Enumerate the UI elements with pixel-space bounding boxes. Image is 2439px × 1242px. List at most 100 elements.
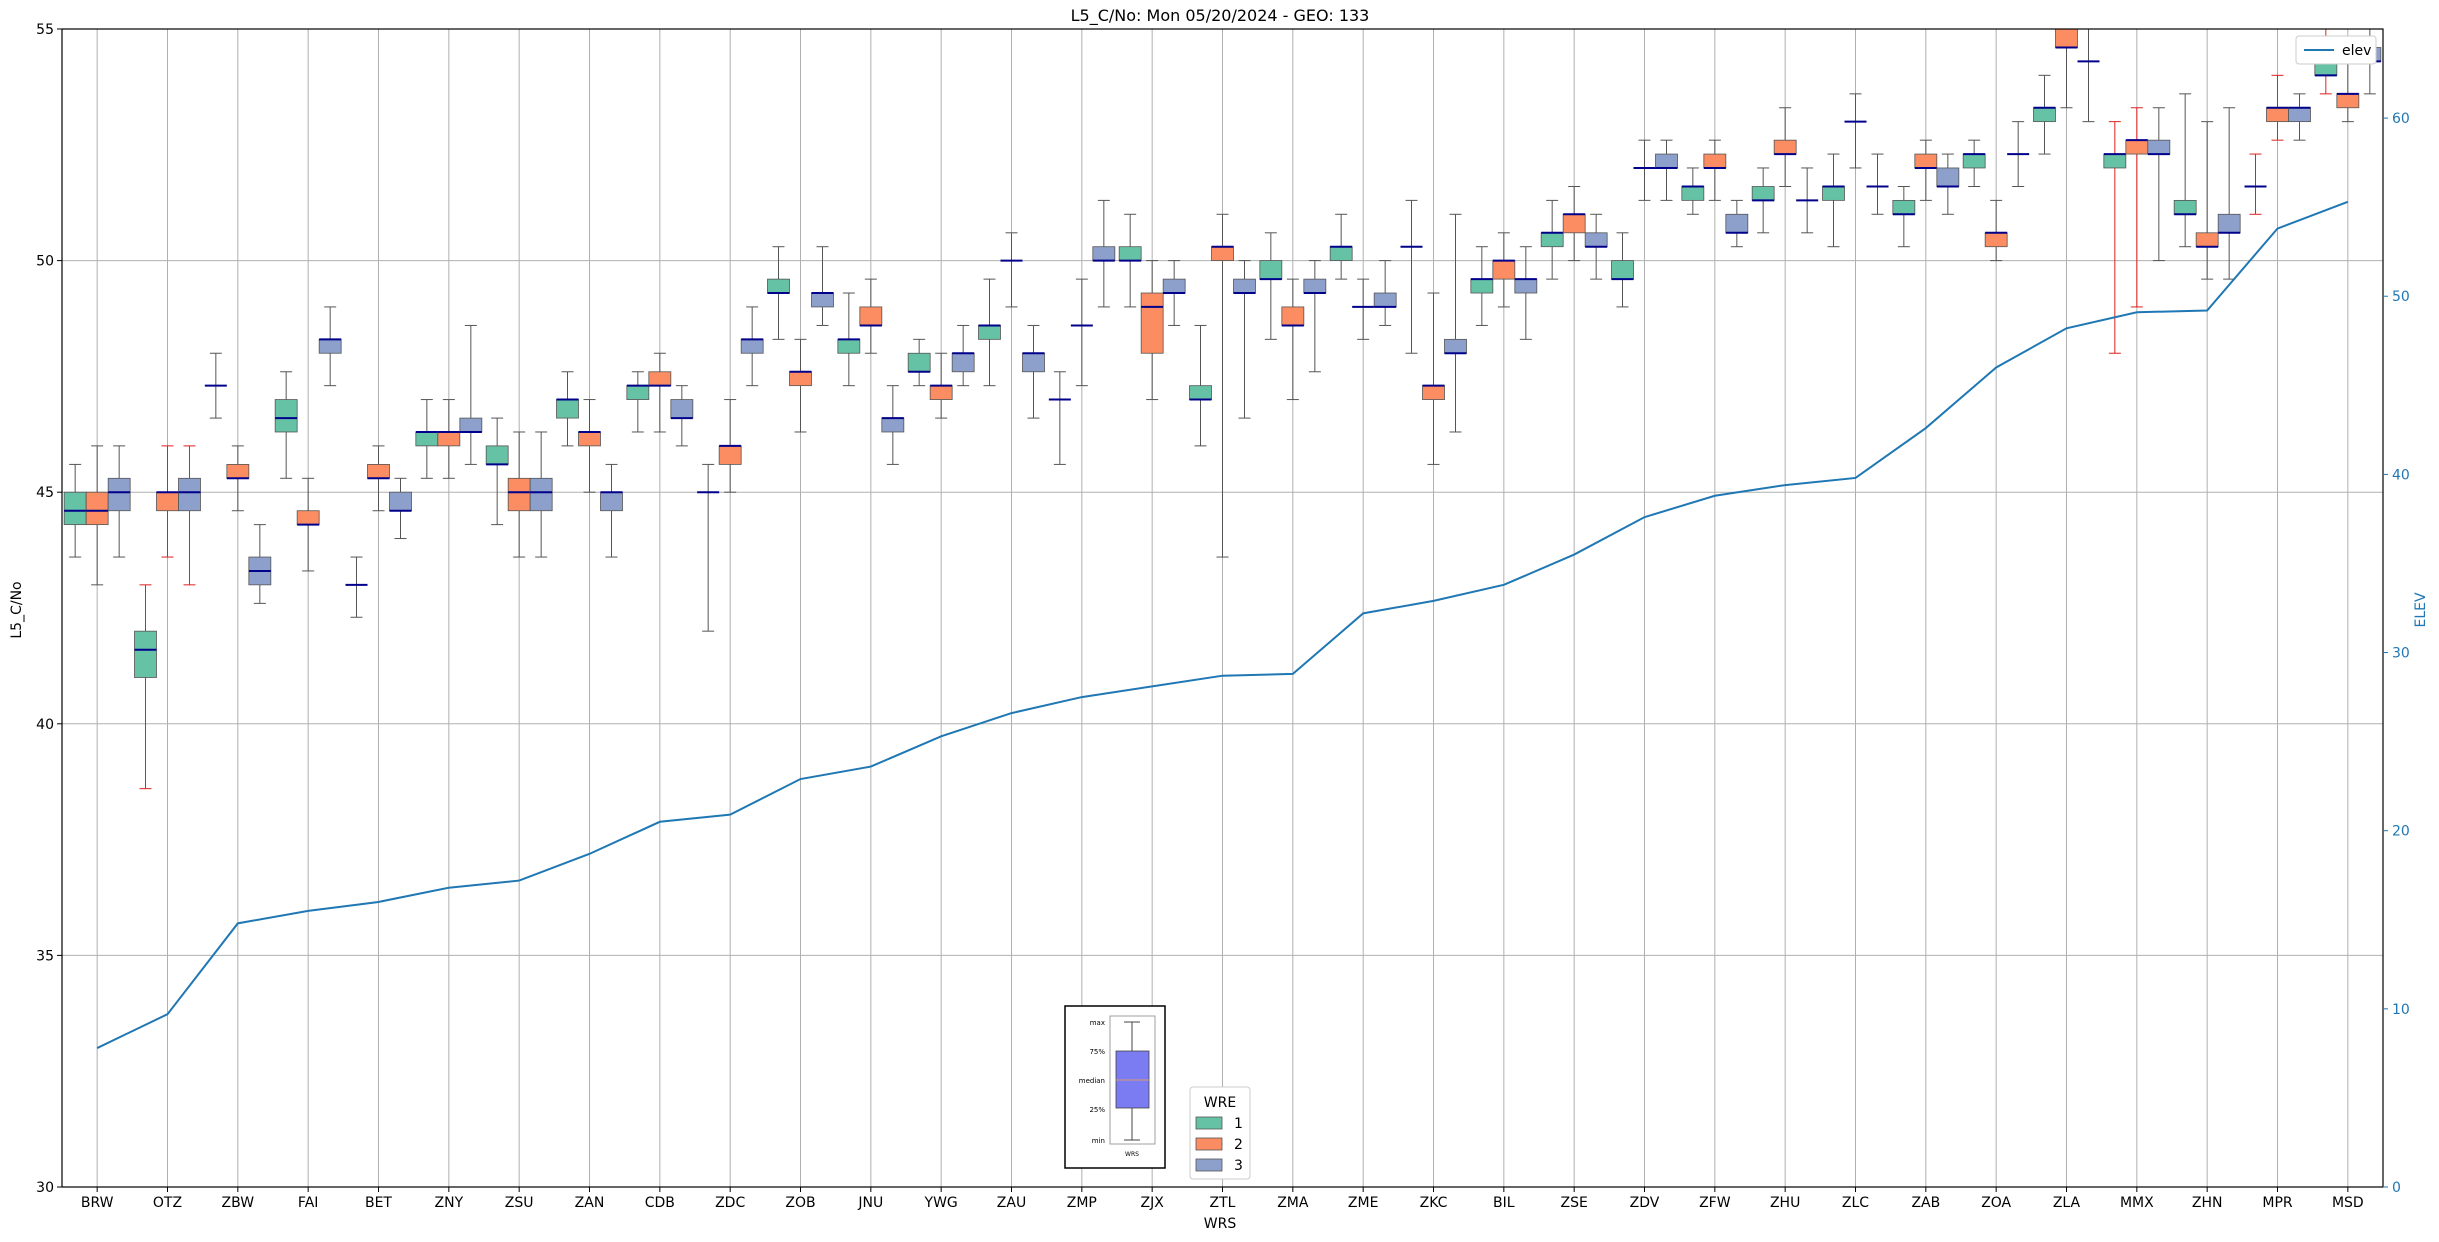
box-key-label-q3: 75% [1089,1048,1105,1056]
x-tick-label: ZAB [1911,1195,1940,1211]
wre-legend-swatch-3 [1195,1158,1223,1172]
box-wre-2 [1562,213,1586,234]
elev-line [96,200,2349,1049]
x-tick-label: ZFW [1699,1195,1731,1211]
x-tick-label: MMX [2120,1195,2154,1211]
y-right-tick-label: 30 [2392,646,2410,662]
y-tick-label: 40 [36,717,54,733]
wre-legend-swatch-1 [1195,1116,1223,1130]
box-wre-2 [1140,292,1164,354]
box-wre-2 [2336,93,2360,109]
x-tick-label: ZLA [2053,1195,2081,1211]
x-tick-label: BRW [81,1195,114,1211]
y-tick-label: 35 [36,948,54,964]
box-wre-2 [367,464,390,479]
box-wre-2 [156,491,179,512]
box-wre-2 [859,306,883,326]
box-wre-1 [907,352,931,373]
elev-legend-frame [2295,35,2377,65]
box-wre-1 [626,385,650,400]
box-wre-3 [951,352,975,373]
x-tick-label: ZHN [2192,1195,2223,1211]
y-right-tick-label: 50 [2392,289,2410,305]
chart-title: L5_C/No: Mon 05/20/2024 - GEO: 133 [1071,6,1370,26]
box-key-label-min: min [1092,1137,1105,1145]
box-wre-3 [600,491,623,512]
box-key-label-median: median [1079,1077,1105,1085]
box-wre-3 [740,338,764,354]
box-wre-3 [2217,213,2241,234]
box-key-label-max: max [1090,1019,1105,1027]
box-wre-3 [107,477,131,512]
box-wre-1 [63,491,87,526]
box-wre-2 [1211,246,1234,261]
x-tick-label: ZAU [997,1195,1026,1211]
x-tick-label: ZNY [435,1195,464,1211]
x-tick-label: BET [365,1195,392,1211]
box-key-xlabel: WRS [1125,1151,1139,1158]
box-wre-1 [1681,186,1705,201]
box-key-inner-frame [1109,1015,1156,1145]
box-wre-1 [1259,260,1283,280]
box-wre-3 [1022,352,1045,373]
box-wre-1 [274,399,298,433]
box-wre-2 [296,510,320,526]
y-right-tick-label: 20 [2392,824,2410,840]
box-wre-2 [437,431,461,447]
y-tick-label: 45 [36,485,54,501]
x-tick-label: ZDV [1630,1195,1660,1211]
box-wre-2 [2055,28,2078,48]
box-wre-2 [718,445,742,465]
box-wre-1 [978,325,1001,340]
box-wre-1 [556,399,579,419]
box-wre-3 [1655,153,1678,169]
wre-legend-label-1: 1 [1234,1116,1243,1132]
box-wre-1 [1189,385,1212,400]
box-wre-2 [2266,107,2289,123]
wre-legend: WRE 1 2 3 [1189,1086,1251,1180]
box-wre-3 [2147,139,2171,155]
box-wre-1 [1540,232,1564,248]
x-tick-label: OTZ [153,1195,182,1211]
x-tick-label: ZDC [715,1195,745,1211]
elev-legend-label: elev [2342,43,2371,59]
box-wre-2 [85,491,109,526]
box-wre-3 [1373,292,1397,308]
box-wre-3 [389,491,412,512]
x-tick-label: FAI [298,1195,318,1211]
box-wre-1 [415,431,439,447]
y-right-tick-label: 10 [2392,1002,2410,1018]
box-wre-1 [1329,246,1353,261]
box-layer [63,28,2382,790]
x-tick-label: ZAN [575,1195,605,1211]
box-wre-3 [1936,167,1960,187]
box-wre-3 [670,399,694,419]
x-tick-label: ZBW [222,1195,255,1211]
box-wre-1 [1118,246,1142,261]
box-wre-3 [459,417,483,433]
box-wre-2 [1492,260,1516,280]
y-axis-right-label: ELEV [2413,592,2429,627]
elev-line-layer [96,200,2349,1049]
grid-layer [62,29,2383,1187]
box-wre-3 [1444,338,1467,354]
axis-layer: BRW OTZ ZBW FAI BET ZNY ZSU ZAN CDB ZDC ZOB JNU YWG Z… [36,22,2410,1211]
wre-legend-label-3: 3 [1234,1158,1243,1174]
box-wre-2 [2125,139,2149,155]
y-axis-label: L5_C/No [9,581,25,638]
y-tick-label: 30 [36,1180,54,1196]
wre-legend-frame [1189,1086,1251,1180]
box-wre-3 [1514,278,1538,294]
box-wre-3 [1162,278,1186,294]
box-wre-3 [881,417,905,433]
y-tick-label: 55 [36,22,54,38]
y-right-tick-label: 60 [2392,111,2410,127]
wre-legend-swatch-2 [1195,1137,1223,1151]
box-wre-2 [578,431,601,447]
x-tick-label: MPR [2262,1195,2293,1211]
wre-legend-title: WRE [1204,1095,1236,1111]
box-wre-2 [1773,139,1797,155]
x-tick-label: JNU [857,1195,883,1211]
